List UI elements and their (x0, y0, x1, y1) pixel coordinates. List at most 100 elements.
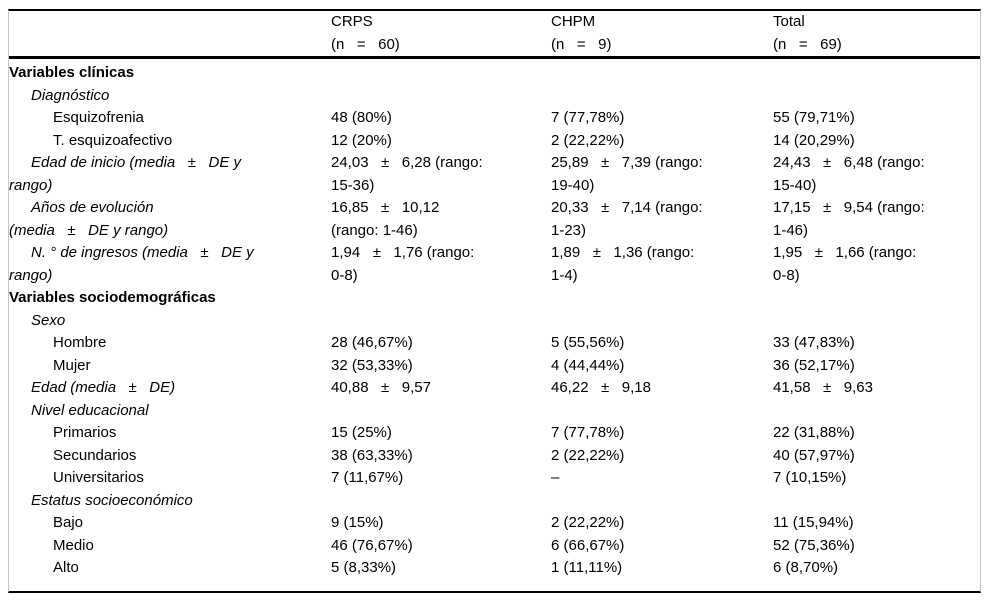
cell-total: 41,58 ± 9,63 (773, 379, 873, 396)
stats-table: CRPS (n = 60) CHPM (n = 9) Total (n = 69… (9, 11, 980, 591)
cell-total: 40 (57,97%) (773, 446, 855, 464)
column-header-empty (9, 11, 331, 59)
row-label: Nivel educacional (31, 401, 149, 419)
row-label: Secundarios (53, 446, 137, 464)
row-diagnostico: Diagnóstico (9, 85, 980, 108)
row-label: Universitarios (53, 469, 144, 486)
row-estatus-socioeconomico: Estatus socioeconómico (9, 490, 980, 513)
cell-total (773, 310, 980, 333)
cell-chpm: 7 (77,78%) (551, 424, 625, 441)
row-label: Variables sociodemográficas (9, 289, 216, 306)
row-num-ingresos: N. ° de ingresos (media ± DE y rango) 1,… (9, 242, 980, 287)
cell-crps (331, 400, 551, 423)
cell-chpm: 7 (77,78%) (551, 109, 625, 126)
row-label: Primarios (53, 424, 117, 441)
cell-chpm: 1,89 ± 1,36 (rango: 1-4) (551, 244, 695, 284)
cell-total: 55 (79,71%) (773, 109, 855, 126)
row-nivel-educacional: Nivel educacional (9, 400, 980, 423)
row-label: Estatus socioeconómico (31, 491, 193, 509)
table-header: CRPS (n = 60) CHPM (n = 9) Total (n = 69… (9, 11, 980, 59)
cell-chpm (551, 287, 773, 310)
cell-chpm (551, 490, 773, 513)
row-medio: Medio 46 (76,67%) 6 (66,67%) 52 (75,36%) (9, 535, 980, 558)
cell-total: 24,43 ± 6,48 (rango: 15-40) (773, 154, 925, 194)
cell-total: 33 (47,83%) (773, 334, 855, 351)
row-secundarios: Secundarios 38 (63,33%) 2 (22,22%) 40 (5… (9, 445, 980, 468)
row-primarios: Primarios 15 (25%) 7 (77,78%) 22 (31,88%… (9, 422, 980, 445)
row-t-esquizoafectivo: T. esquizoafectivo 12 (20%) 2 (22,22%) 1… (9, 130, 980, 153)
cell-chpm (551, 310, 773, 333)
row-label: Esquizofrenia (53, 109, 144, 126)
cell-crps: 12 (20%) (331, 131, 392, 149)
row-bajo: Bajo 9 (15%) 2 (22,22%) 11 (15,94%) (9, 512, 980, 535)
row-label: Alto (53, 559, 79, 576)
cell-total: 17,15 ± 9,54 (rango: 1-46) (773, 199, 925, 239)
cell-chpm: 4 (44,44%) (551, 356, 625, 374)
row-label: T. esquizoafectivo (53, 131, 173, 149)
cell-total: 52 (75,36%) (773, 536, 855, 554)
cell-total: 7 (10,15%) (773, 469, 847, 486)
row-label: Edad de inicio (media ± DE y rango) (9, 154, 241, 194)
row-label: Sexo (31, 311, 66, 329)
cell-chpm: 46,22 ± 9,18 (551, 379, 651, 396)
row-mujer: Mujer 32 (53,33%) 4 (44,44%) 36 (52,17%) (9, 355, 980, 378)
cell-total: 14 (20,29%) (773, 131, 855, 149)
cell-crps: 40,88 ± 9,57 (331, 379, 431, 396)
row-edad-de-inicio: Edad de inicio (media ± DE y rango) 24,0… (9, 152, 980, 197)
row-label: Medio (53, 536, 94, 554)
row-variables-sociodemograficas: Variables sociodemográficas (9, 287, 980, 310)
cell-crps (331, 85, 551, 108)
cell-crps: 15 (25%) (331, 424, 392, 441)
row-label: Hombre (53, 334, 107, 351)
cell-crps (331, 58, 551, 85)
cell-total (773, 400, 980, 423)
clinical-variables-table: CRPS (n = 60) CHPM (n = 9) Total (n = 69… (8, 9, 981, 593)
row-label: Bajo (53, 514, 84, 531)
cell-total: 36 (52,17%) (773, 356, 855, 374)
cell-chpm (551, 400, 773, 423)
table-body: Variables clínicas Diagnóstico Esquizofr… (9, 58, 980, 591)
cell-chpm (551, 58, 773, 85)
cell-crps: 46 (76,67%) (331, 536, 413, 554)
cell-chpm: 6 (66,67%) (551, 536, 625, 554)
cell-chpm (551, 85, 773, 108)
row-hombre: Hombre 28 (46,67%) 5 (55,56%) 33 (47,83%… (9, 332, 980, 355)
cell-total (773, 58, 980, 85)
cell-total (773, 287, 980, 310)
cell-crps: 28 (46,67%) (331, 334, 413, 351)
cell-total: 11 (15,94%) (773, 514, 854, 531)
cell-chpm: 20,33 ± 7,14 (rango: 1-23) (551, 199, 703, 239)
cell-crps: 32 (53,33%) (331, 356, 413, 374)
row-universitarios: Universitarios 7 (11,67%) – 7 (10,15%) (9, 467, 980, 490)
cell-total: 22 (31,88%) (773, 424, 855, 441)
cell-crps: 16,85 ± 10,12 (rango: 1-46) (331, 199, 440, 239)
row-alto: Alto 5 (8,33%) 1 (11,11%) 6 (8,70%) (9, 557, 980, 591)
cell-crps: 9 (15%) (331, 514, 384, 531)
cell-total: 6 (8,70%) (773, 559, 839, 576)
cell-chpm: 25,89 ± 7,39 (rango: 19-40) (551, 154, 703, 194)
cell-total: 1,95 ± 1,66 (rango: 0-8) (773, 244, 917, 284)
row-label: Diagnóstico (31, 86, 110, 104)
row-edad-media: Edad (media ± DE) 40,88 ± 9,57 46,22 ± 9… (9, 377, 980, 400)
row-sexo: Sexo (9, 310, 980, 333)
cell-crps: 24,03 ± 6,28 (rango: 15-36) (331, 154, 483, 194)
cell-total (773, 490, 980, 513)
cell-crps (331, 490, 551, 513)
cell-crps (331, 310, 551, 333)
cell-chpm: – (551, 469, 560, 486)
cell-crps (331, 287, 551, 310)
cell-total (773, 85, 980, 108)
row-anos-de-evolucion: Años de evolución (media ± DE y rango) 1… (9, 197, 980, 242)
header-row: CRPS (n = 60) CHPM (n = 9) Total (n = 69… (9, 11, 980, 59)
cell-crps: 7 (11,67%) (331, 469, 404, 486)
cell-chpm: 2 (22,22%) (551, 514, 625, 531)
column-header-crps: CRPS (n = 60) (331, 11, 551, 59)
row-label: Mujer (53, 356, 91, 374)
row-label: Variables clínicas (9, 64, 135, 81)
row-label: N. ° de ingresos (media ± DE y rango) (9, 244, 254, 284)
row-variables-clinicas: Variables clínicas (9, 58, 980, 85)
row-esquizofrenia: Esquizofrenia 48 (80%) 7 (77,78%) 55 (79… (9, 107, 980, 130)
cell-crps: 1,94 ± 1,76 (rango: 0-8) (331, 244, 475, 284)
cell-chpm: 2 (22,22%) (551, 446, 625, 464)
cell-chpm: 1 (11,11%) (551, 559, 623, 576)
